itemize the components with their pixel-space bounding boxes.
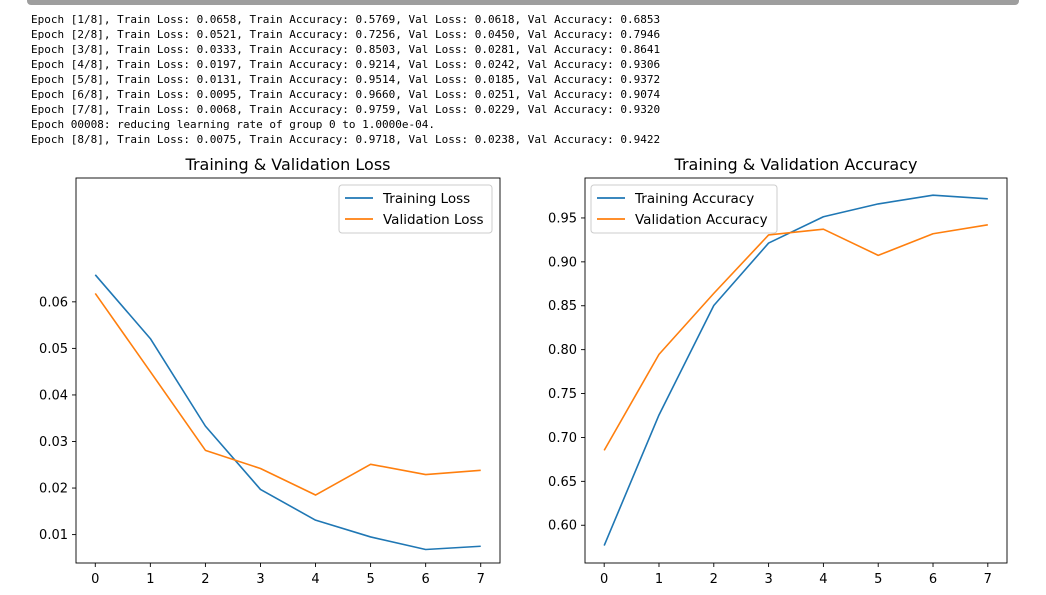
legend: Training Loss Validation Loss (338, 184, 493, 234)
y-tick-label: 0.04 (39, 388, 68, 403)
log-line: Epoch [4/8], Train Loss: 0.0197, Train A… (31, 58, 661, 71)
x-tick-label: 5 (366, 572, 374, 587)
y-tick-label: 0.06 (39, 295, 68, 310)
loss-chart: Training & Validation Loss 0 1 2 3 4 5 6 7 0.01 0.… (39, 155, 501, 587)
log-line: Epoch [5/8], Train Loss: 0.0131, Train A… (31, 73, 661, 86)
x-tick-label: 3 (256, 572, 264, 587)
x-tick-label: 0 (600, 572, 608, 587)
y-tick-label: 0.85 (548, 299, 577, 314)
y-tick-label: 0.03 (39, 435, 68, 450)
accuracy-chart: Training & Validation Accuracy 0 1 2 3 4 5 6 7 0.… (548, 155, 1008, 587)
legend-box (590, 184, 778, 234)
x-tick-label: 4 (819, 572, 827, 587)
y-tick-label: 0.60 (548, 519, 577, 534)
output-scrollbar[interactable] (27, 0, 1019, 5)
x-tick-label: 7 (984, 572, 992, 587)
legend-label: Validation Loss (383, 212, 484, 228)
legend-label: Validation Accuracy (635, 212, 768, 228)
y-tick-label: 0.90 (548, 255, 577, 270)
axes-frame (584, 177, 1008, 564)
y-tick-label: 0.02 (39, 482, 68, 497)
x-tick-label: 0 (91, 572, 99, 587)
legend-label: Training Loss (382, 191, 470, 207)
legend-box (338, 184, 493, 234)
series-line (94, 292, 481, 496)
y-tick-label: 0.05 (39, 342, 68, 357)
chart-title: Training & Validation Loss (185, 155, 391, 174)
x-tick-label: 6 (422, 572, 430, 587)
series-line (603, 194, 988, 546)
log-line: Epoch [6/8], Train Loss: 0.0095, Train A… (31, 88, 661, 101)
x-tick-label: 2 (201, 572, 209, 587)
x-tick-label: 5 (874, 572, 882, 587)
y-tick-label: 0.70 (548, 431, 577, 446)
y-tick-label: 0.65 (548, 475, 577, 490)
y-tick-label: 0.80 (548, 343, 577, 358)
axes-frame (75, 177, 501, 564)
chart-title: Training & Validation Accuracy (674, 155, 918, 174)
log-line: Epoch 00008: reducing learning rate of g… (31, 118, 435, 131)
y-tick-label: 0.01 (39, 528, 68, 543)
x-tick-label: 1 (655, 572, 663, 587)
x-tick-label: 1 (146, 572, 154, 587)
y-tick-label: 0.95 (548, 211, 577, 226)
log-line: Epoch [7/8], Train Loss: 0.0068, Train A… (31, 103, 661, 116)
log-line: Epoch [3/8], Train Loss: 0.0333, Train A… (31, 43, 661, 56)
series-line (94, 274, 481, 551)
y-tick-label: 0.75 (548, 387, 577, 402)
training-log: Epoch [1/8], Train Loss: 0.0658, Train A… (31, 12, 660, 147)
series-line (603, 224, 988, 451)
legend-label: Training Accuracy (634, 191, 754, 207)
log-line: Epoch [2/8], Train Loss: 0.0521, Train A… (31, 28, 661, 41)
log-line: Epoch [1/8], Train Loss: 0.0658, Train A… (31, 13, 661, 26)
legend: Training Accuracy Validation Accuracy (590, 184, 778, 234)
x-tick-label: 6 (929, 572, 937, 587)
x-tick-label: 4 (311, 572, 319, 587)
x-tick-label: 2 (710, 572, 718, 587)
x-tick-label: 3 (764, 572, 772, 587)
x-tick-label: 7 (477, 572, 485, 587)
log-line: Epoch [8/8], Train Loss: 0.0075, Train A… (31, 133, 661, 146)
